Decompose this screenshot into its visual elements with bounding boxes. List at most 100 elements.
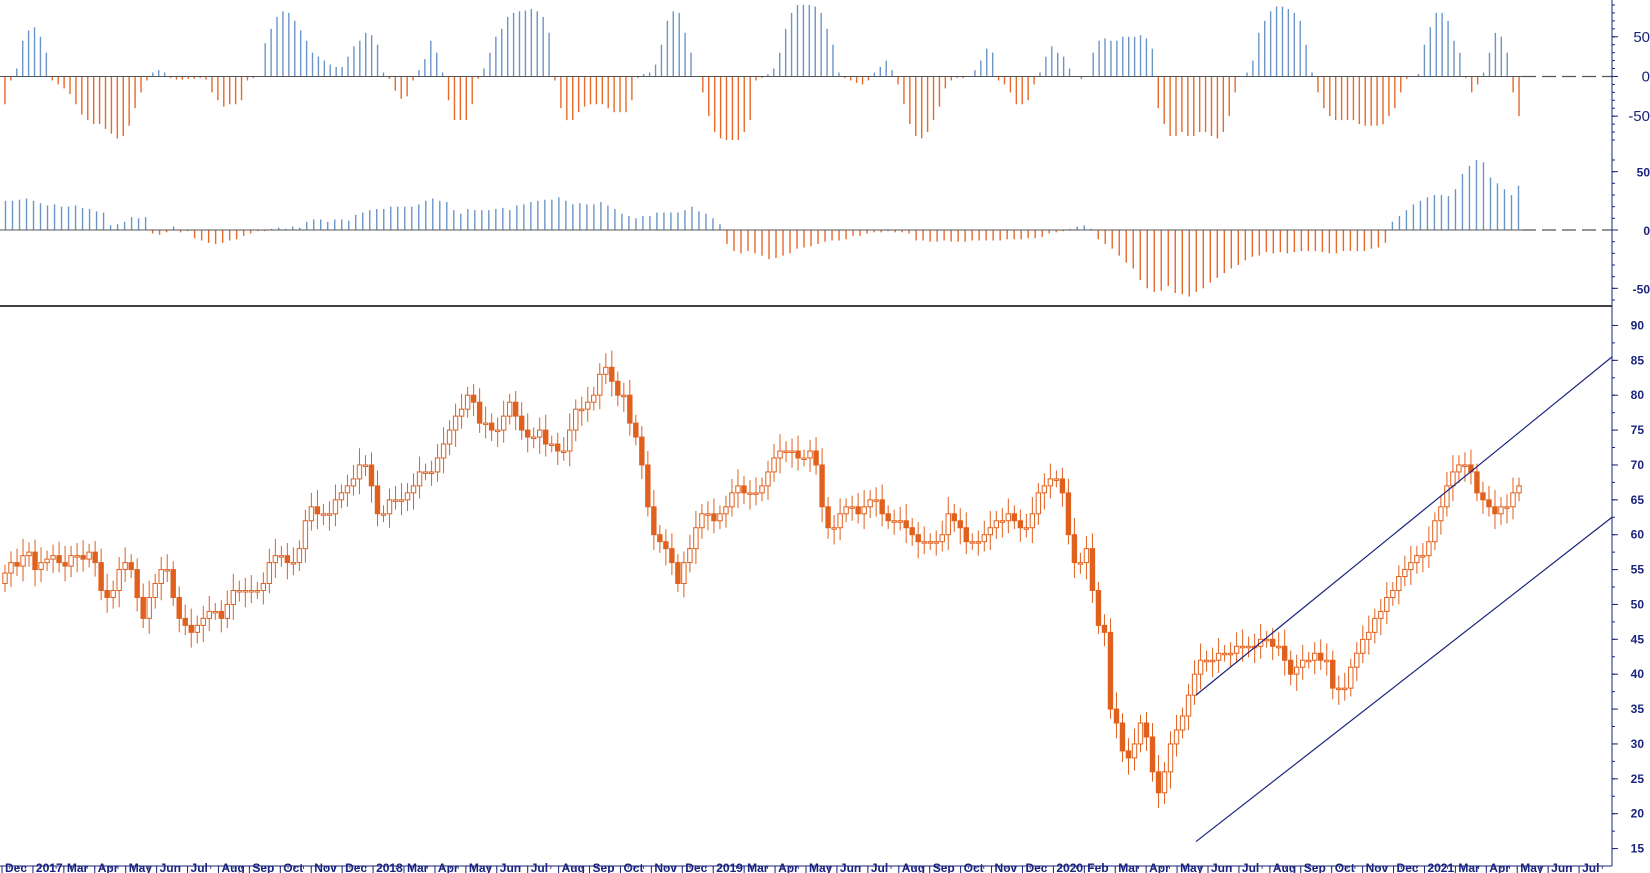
candle-body: [56, 555, 62, 564]
x-axis-label: Aug: [221, 861, 244, 873]
x-axis-label: Feb: [1087, 861, 1108, 873]
tick-label: 45: [1631, 632, 1645, 646]
x-axis-label: Sep: [252, 861, 274, 873]
price-panel: [2, 350, 1613, 843]
x-axis-label: Apr: [1489, 861, 1510, 873]
candle-body: [38, 562, 44, 571]
x-axis-label: Oct: [283, 861, 303, 873]
candle-body: [212, 610, 218, 614]
candle-body: [1239, 645, 1246, 649]
candle-body: [819, 464, 825, 508]
x-axis-label: Jul: [1242, 861, 1259, 873]
candle-body: [855, 506, 861, 515]
candle-body: [1294, 666, 1300, 675]
candle-body: [915, 534, 921, 543]
candle-body: [1378, 610, 1384, 619]
x-axis-label: Sep: [593, 861, 615, 873]
tick-label: 0: [1642, 68, 1650, 85]
tick-label: 35: [1631, 702, 1645, 716]
x-axis-label: Jul: [1582, 861, 1599, 873]
candle-body: [182, 617, 188, 626]
candle-body: [2, 572, 8, 585]
tick-label: 80: [1631, 388, 1645, 402]
candle-body: [200, 617, 206, 626]
candle-body: [410, 485, 417, 494]
candle-body: [1155, 771, 1162, 794]
candle-body: [741, 485, 747, 494]
candle-body: [801, 457, 807, 460]
candle-body: [1486, 499, 1492, 508]
candle-body: [164, 569, 170, 572]
candle-body: [1173, 729, 1180, 745]
candle-body: [783, 450, 789, 454]
x-axis-label: Aug: [902, 861, 925, 873]
candle-body: [98, 562, 104, 591]
candle-body: [633, 422, 639, 438]
candle-body: [230, 590, 237, 605]
candle-body: [1306, 659, 1312, 663]
candle-body: [278, 555, 285, 558]
candle-body: [807, 450, 813, 459]
candle-body: [591, 394, 597, 403]
candle-body: [188, 624, 194, 633]
candle-body: [1504, 506, 1510, 509]
x-axis-label: May: [129, 861, 153, 873]
x-axis-label: Aug: [562, 861, 585, 873]
candle-body: [272, 555, 279, 564]
candle-body: [1498, 506, 1504, 515]
candle-body: [603, 366, 609, 375]
candle-body: [1083, 548, 1090, 564]
candle-body: [975, 541, 981, 544]
candle-body: [933, 541, 939, 544]
channel-lower-line: [1195, 516, 1613, 843]
candle-body: [374, 485, 381, 515]
candle-body: [597, 373, 603, 396]
candle-body: [549, 443, 555, 447]
candle-body: [1149, 736, 1156, 773]
candle-body: [1390, 590, 1396, 598]
candle-body: [1101, 624, 1108, 633]
candle-body: [506, 401, 513, 417]
candle-body: [891, 520, 897, 523]
candle-body: [1275, 645, 1282, 649]
tick-label: 0: [1643, 224, 1650, 238]
candle-body: [693, 527, 699, 550]
tick-label: 30: [1631, 737, 1645, 751]
candle-body: [537, 429, 543, 438]
candle-body: [260, 583, 267, 592]
x-axis-label: Dec: [345, 861, 367, 873]
candle-body: [747, 492, 753, 495]
candle-body: [723, 506, 729, 515]
candle-body: [446, 429, 453, 445]
candle-body: [308, 506, 315, 522]
candle-body: [350, 478, 357, 487]
candle-body: [843, 506, 849, 515]
candle-body: [687, 548, 693, 564]
candle-body: [20, 555, 26, 567]
candle-body: [332, 499, 339, 515]
candle-body: [1474, 471, 1480, 494]
candle-body: [68, 555, 74, 567]
x-axis-label: Aug: [1273, 861, 1296, 873]
tick-label: 75: [1631, 423, 1645, 437]
tick-label: 85: [1631, 353, 1645, 367]
x-axis-label: 2018: [376, 861, 403, 873]
candle-body: [1516, 485, 1522, 494]
candle-body: [1077, 562, 1084, 565]
candle-body: [356, 464, 363, 480]
candle-body: [717, 513, 723, 522]
candle-body: [44, 558, 50, 564]
x-axis-label: Dec: [1397, 861, 1419, 873]
candle-body: [476, 401, 483, 424]
candle-body: [861, 506, 867, 515]
candle-body: [1312, 652, 1318, 661]
candle-body: [1185, 694, 1192, 717]
candle-body: [1125, 750, 1132, 759]
candle-body: [1197, 659, 1204, 675]
candle-body: [1444, 485, 1450, 508]
candle-body: [621, 394, 627, 398]
candle-body: [50, 555, 56, 560]
candle-body: [1402, 569, 1408, 578]
candle-body: [1462, 464, 1468, 467]
candle-body: [1107, 631, 1114, 710]
